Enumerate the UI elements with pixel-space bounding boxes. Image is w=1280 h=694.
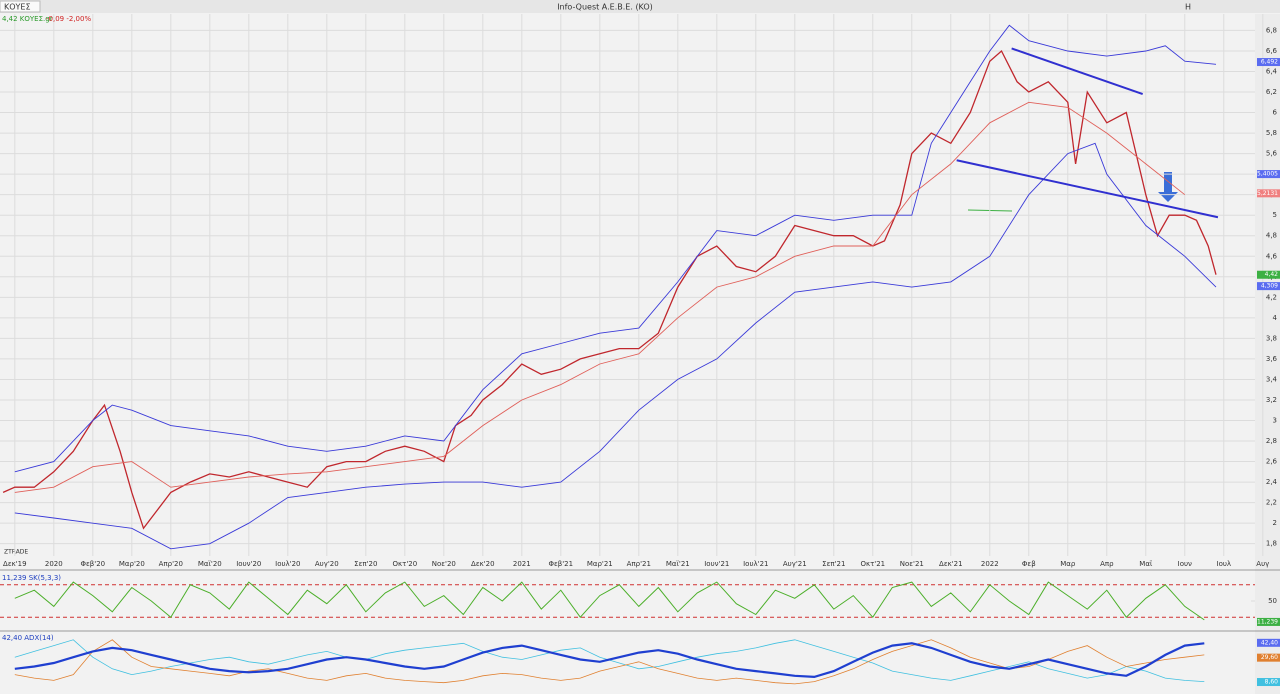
last-value-box (1257, 170, 1280, 179)
y-tick-label: 3,6 (1266, 355, 1278, 363)
x-tick-label: Μαρ'20 (119, 560, 145, 568)
x-tick-label: Απρ (1100, 560, 1114, 568)
last-value-box (1257, 653, 1280, 662)
x-tick-label: Απρ'20 (159, 560, 183, 568)
x-tick-label: Μαϊ'20 (198, 560, 222, 568)
trend-line (1011, 47, 1144, 96)
x-tick-label: Ιουλ (1217, 560, 1232, 568)
last-value-label: 5,4005 (1257, 171, 1278, 178)
y-tick-label: 1,8 (1266, 540, 1277, 548)
x-tick-label: Απρ'21 (627, 560, 651, 568)
y-tick-label: 6,6 (1266, 47, 1278, 55)
x-tick-label: 2021 (513, 560, 531, 568)
x-tick-label: Νοε'20 (432, 560, 456, 568)
last-value-label: 6,492 (1261, 59, 1278, 66)
x-tick-label: Φεβ (1022, 560, 1036, 568)
last-value-label: 29,60 (1261, 654, 1278, 661)
x-tick-label: Οκτ'21 (860, 560, 885, 568)
x-tick-label: Μαϊ (1139, 560, 1153, 568)
y-tick-label: 4 (1273, 314, 1278, 322)
y-tick-label: 50 (1268, 597, 1277, 605)
y-tick-label: 4,8 (1266, 232, 1277, 240)
tab-label[interactable]: ΚΟΥΕΣ (4, 3, 31, 12)
x-tick-label: Οκτ'20 (392, 560, 417, 568)
last-value-label: 11,239 (1257, 618, 1278, 625)
last-value-label: 42,40 (1261, 639, 1278, 646)
last-value-box (1257, 282, 1280, 291)
x-tick-label: Αυγ'20 (315, 560, 339, 568)
last-value-box (1257, 189, 1280, 198)
x-tick-label: Φεβ'20 (81, 560, 106, 568)
x-tick-label: Σεπ'20 (354, 560, 377, 568)
y-tick-label: 3,2 (1266, 396, 1277, 404)
y-tick-label: 2,8 (1266, 437, 1277, 445)
series-line (14, 639, 1205, 685)
x-tick-label: Μαρ'21 (587, 560, 613, 568)
y-tick-label: 3 (1273, 417, 1277, 425)
x-tick-label: 2020 (45, 560, 63, 568)
x-tick-label: Νοε'21 (900, 560, 924, 568)
x-tick-label: Ιουλ'21 (743, 560, 768, 568)
y-tick-label: 5,8 (1266, 129, 1277, 137)
x-tick-label: Δεκ'20 (471, 560, 495, 568)
legend-text: 4,42 ΚΟΥΕΣ.gr (2, 15, 53, 23)
window-title: Info-Quest A.E.B.E. (KO) (557, 3, 653, 12)
x-tick-label: Φεβ'21 (549, 560, 574, 568)
y-tick-label: 6,2 (1266, 88, 1277, 96)
x-tick-label: Μαϊ'21 (666, 560, 690, 568)
x-tick-label: Δεκ'21 (939, 560, 963, 568)
last-value-box (1257, 270, 1280, 279)
series-line (14, 101, 1186, 493)
x-tick-label: 2022 (981, 560, 999, 568)
y-tick-label: 5 (1273, 211, 1277, 219)
x-tick-label: Σεπ'21 (822, 560, 845, 568)
y-tick-label: 5,6 (1266, 150, 1278, 158)
y-tick-label: 4,6 (1266, 252, 1278, 260)
y-tick-label: 6 (1273, 109, 1278, 117)
series-line (14, 142, 1217, 550)
title-bar (0, 0, 1280, 13)
x-tick-label: Αυγ'21 (783, 560, 807, 568)
last-value-label: 4,309 (1261, 283, 1278, 290)
series-line (14, 642, 1205, 679)
last-value-box (1257, 638, 1280, 647)
last-value-label: 8,60 (1265, 679, 1279, 686)
y-tick-label: 4,2 (1266, 293, 1277, 301)
x-tick-label: Ιουν'21 (704, 560, 729, 568)
x-tick-label: Αυγ (1256, 560, 1269, 568)
y-tick-label: 2,2 (1266, 499, 1277, 507)
series-line (14, 581, 1205, 621)
price-axis-bg (1255, 14, 1280, 694)
x-tick-label: Ιουλ'20 (275, 560, 300, 568)
x-tick-label: Ιουν (1178, 560, 1192, 568)
x-tick-label: Μαρ (1060, 560, 1076, 568)
watermark: ZTRADE (4, 549, 28, 556)
x-tick-label: Δεκ'19 (3, 560, 27, 568)
y-tick-label: 2,4 (1266, 478, 1278, 486)
last-value-box (1257, 58, 1280, 67)
last-value-box (1257, 678, 1280, 687)
y-tick-label: 2 (1273, 519, 1277, 527)
series-line (2, 49, 1217, 530)
series-line (14, 24, 1217, 473)
y-tick-label: 3,8 (1266, 334, 1277, 342)
last-value-box (1257, 617, 1280, 626)
x-tick-label: Ιουν'20 (236, 560, 261, 568)
series-line (14, 639, 1205, 682)
legend-change: -0,09 -2,00% (46, 15, 91, 23)
mode-button[interactable]: H (1185, 3, 1191, 12)
y-tick-label: 3,4 (1266, 375, 1278, 383)
panel-label: 11,239 SK(5,3,3) (2, 574, 61, 582)
last-value-label: 4,42 (1265, 271, 1279, 278)
y-tick-label: 6,4 (1266, 67, 1278, 75)
panel-label: 42,40 ADX(14) (2, 634, 54, 642)
trend-line (956, 159, 1219, 219)
last-value-label: 5,2131 (1257, 190, 1278, 197)
y-tick-label: 2,6 (1266, 458, 1278, 466)
y-tick-label: 6,8 (1266, 26, 1277, 34)
tab[interactable] (0, 0, 41, 13)
